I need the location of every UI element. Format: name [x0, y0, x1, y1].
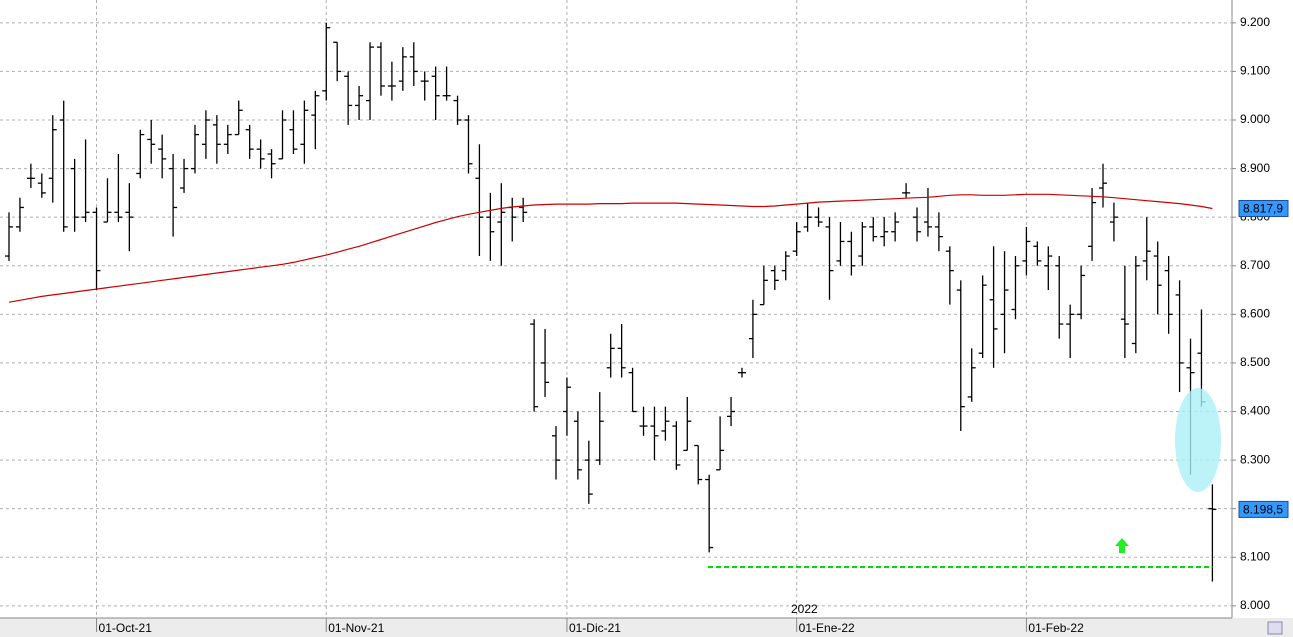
y-tick-label: 8.100: [1240, 549, 1270, 563]
x-axis-strip: [0, 618, 1293, 637]
last-value-badge: [1238, 500, 1289, 518]
y-tick-label: 8.400: [1240, 404, 1270, 418]
x-tick-label: 01-Dic-21: [569, 621, 621, 635]
y-tick-label: 8.000: [1240, 598, 1270, 612]
y-tick-label: 9.000: [1240, 112, 1270, 126]
year-label: 2022: [791, 602, 818, 616]
y-tick-label: 8.300: [1240, 452, 1270, 466]
y-tick-label: 9.100: [1240, 64, 1270, 78]
grid: [0, 0, 1236, 632]
x-tick-label: 01-Ene-22: [799, 621, 855, 635]
y-tick-label: 8.900: [1240, 161, 1270, 175]
y-tick-label: 8.600: [1240, 307, 1270, 321]
marks: [5, 22, 1217, 582]
moving-average: [8, 193, 1213, 303]
labels: 8.0008.1008.2008.3008.4008.5008.6008.700…: [99, 15, 1289, 635]
x-tick-label: 01-Nov-21: [328, 621, 384, 635]
y-tick-label: 8.500: [1240, 355, 1270, 369]
last-value-label: 8.198,5: [1243, 503, 1283, 517]
y-tick-label: 9.200: [1240, 15, 1270, 29]
corner-icon[interactable]: [1267, 621, 1283, 635]
highlight-ellipse: [1175, 388, 1221, 492]
x-tick-label: 01-Feb-22: [1028, 621, 1084, 635]
x-tick-label: 01-Oct-21: [99, 621, 153, 635]
up-arrow: [1115, 538, 1129, 553]
y-tick-label: 8.700: [1240, 258, 1270, 272]
last-value-label: 8.817,9: [1243, 202, 1283, 216]
last-value-badge: [1238, 199, 1289, 217]
